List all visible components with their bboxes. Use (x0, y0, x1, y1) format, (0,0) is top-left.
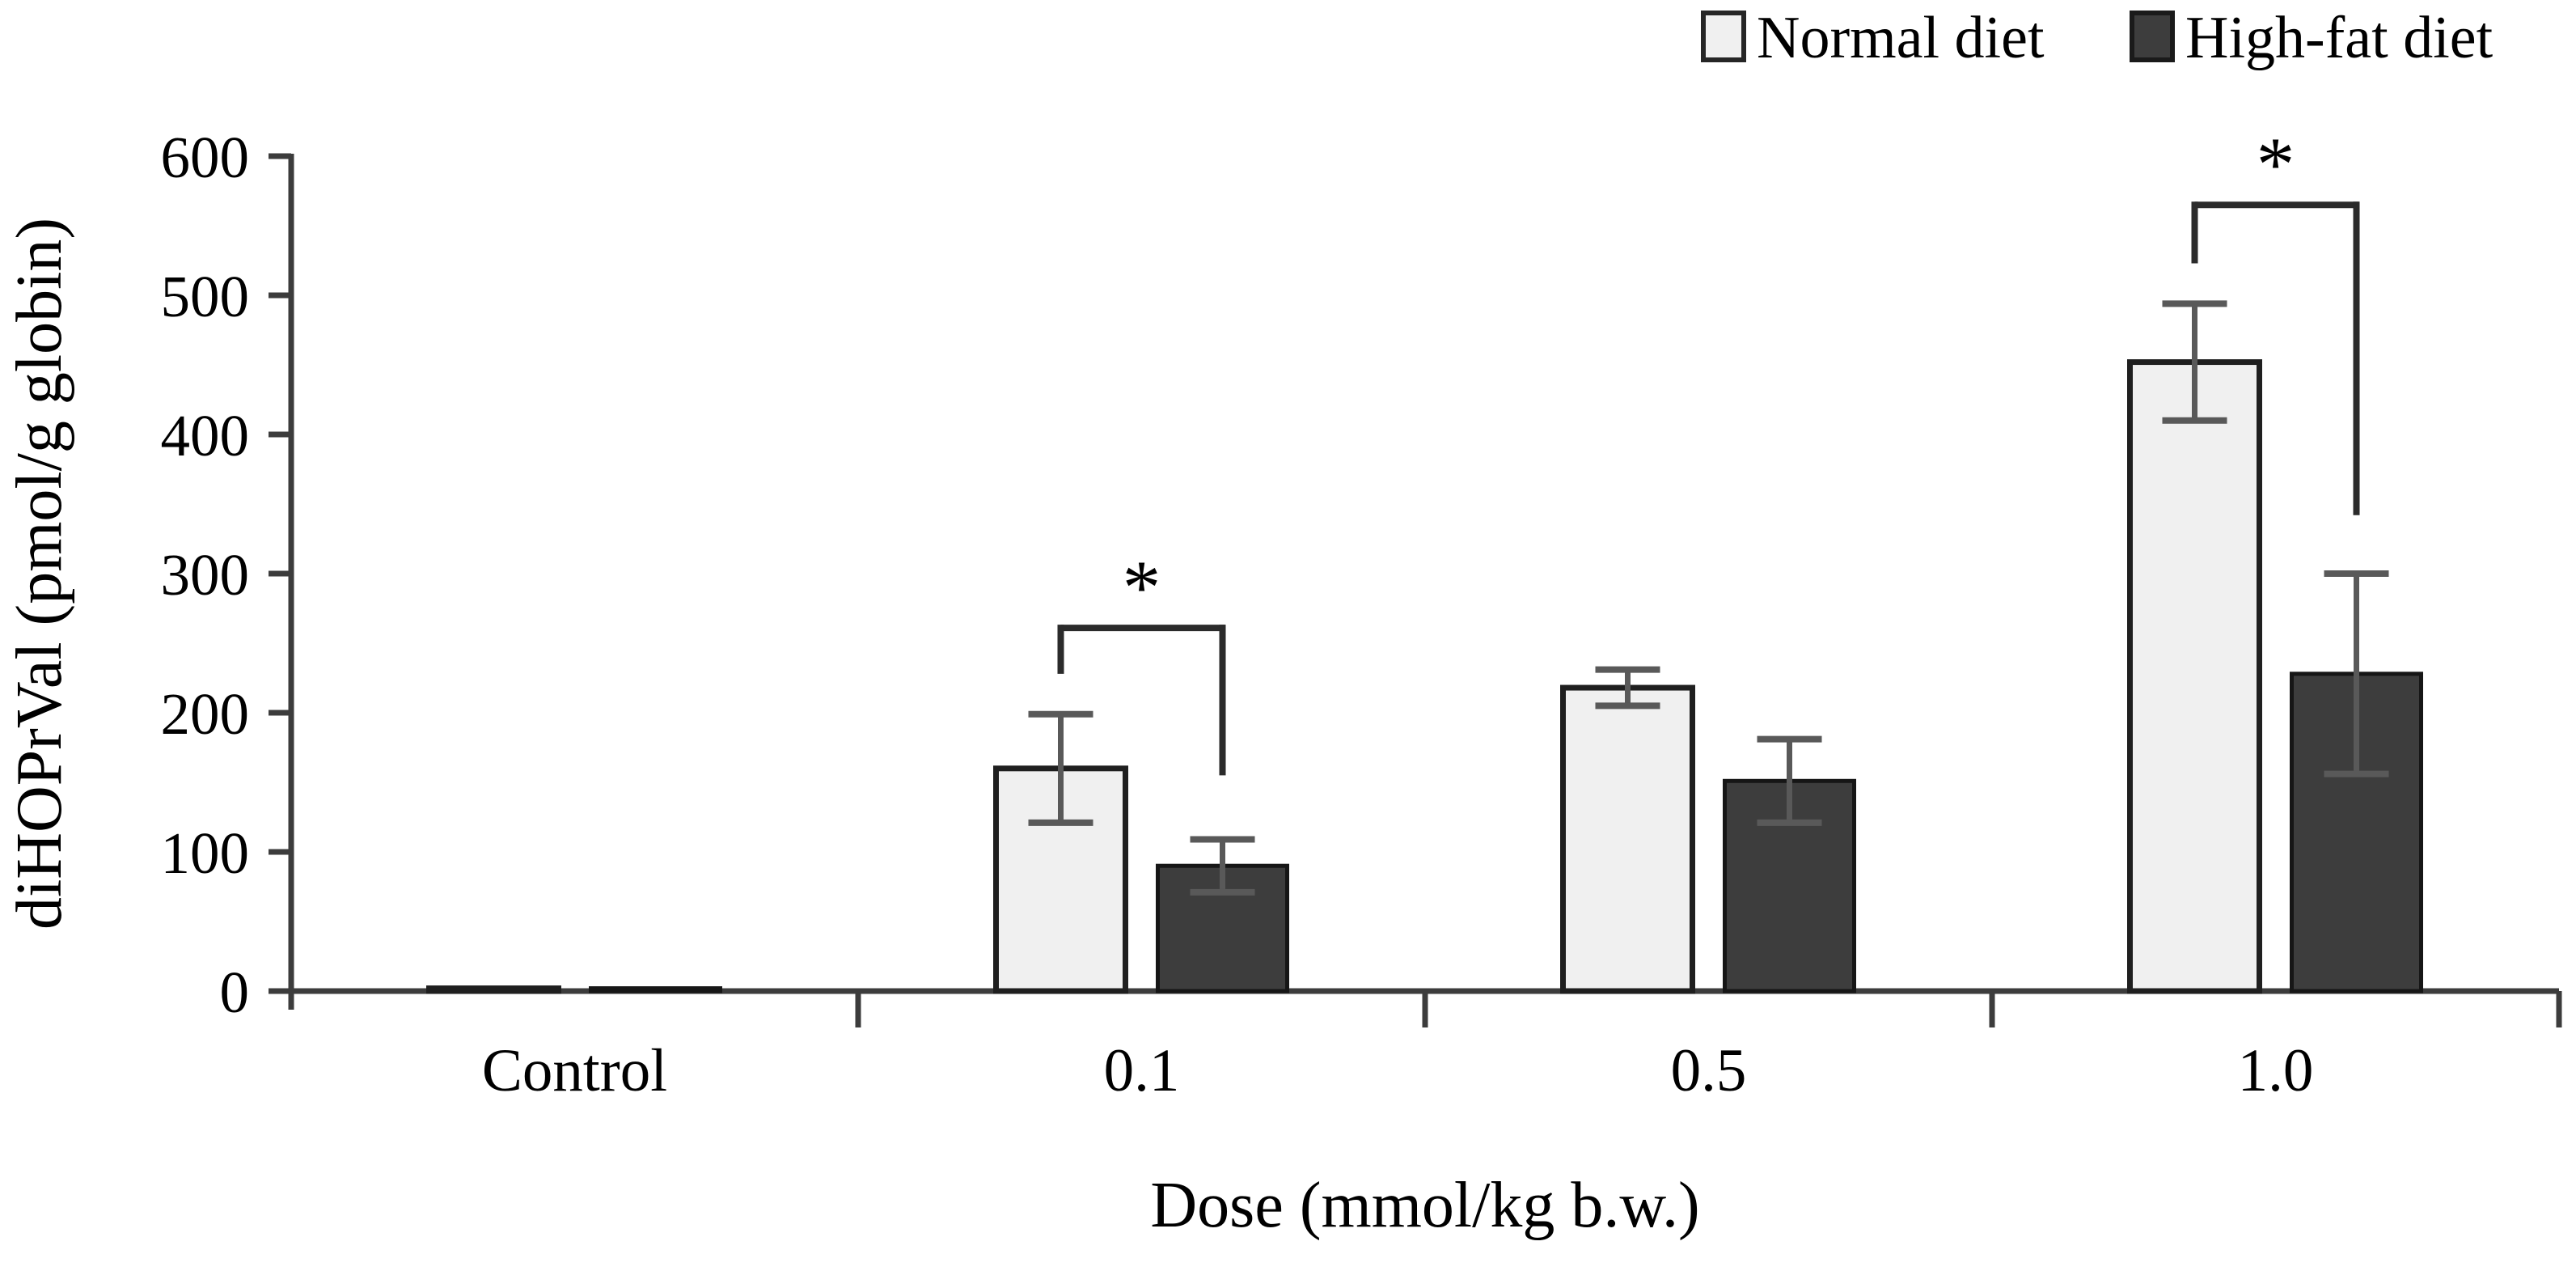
bar-normal-diet-0-5 (1560, 684, 1695, 994)
bar-normal-diet-1-0 (2127, 359, 2262, 994)
y-axis-tick-label: 500 (161, 264, 250, 329)
y-axis-tick-label: 200 (161, 681, 250, 747)
legend-label: Normal diet (1757, 5, 2045, 71)
x-category-label: 1.0 (2238, 1037, 2314, 1104)
legend-swatch-high-fat-diet (2130, 11, 2175, 62)
significance-asterisk: * (2257, 121, 2295, 207)
x-category-label: 0.5 (1671, 1037, 1747, 1104)
legend-swatch-normal-diet (1701, 11, 1746, 62)
significance-asterisk: * (1123, 544, 1161, 630)
bar-normal-diet-control (426, 985, 561, 994)
x-category-label: Control (482, 1037, 667, 1104)
y-axis-tick-label: 100 (161, 820, 250, 886)
y-axis-title: diHOPrVal (pmol/g globin) (4, 218, 75, 930)
y-axis-tick-label: 400 (161, 403, 250, 468)
legend-label: High-fat diet (2185, 5, 2494, 71)
bar-high-fat-diet-control (589, 986, 722, 993)
y-axis-tick-label: 0 (220, 960, 250, 1025)
bar-normal-diet-0-1 (993, 765, 1128, 994)
y-axis-tick-label: 300 (161, 542, 250, 608)
x-axis-title: Dose (mmol/kg b.w.) (1150, 1170, 1699, 1241)
x-category-label: 0.1 (1104, 1037, 1180, 1104)
y-axis-tick-label: 600 (161, 125, 250, 190)
